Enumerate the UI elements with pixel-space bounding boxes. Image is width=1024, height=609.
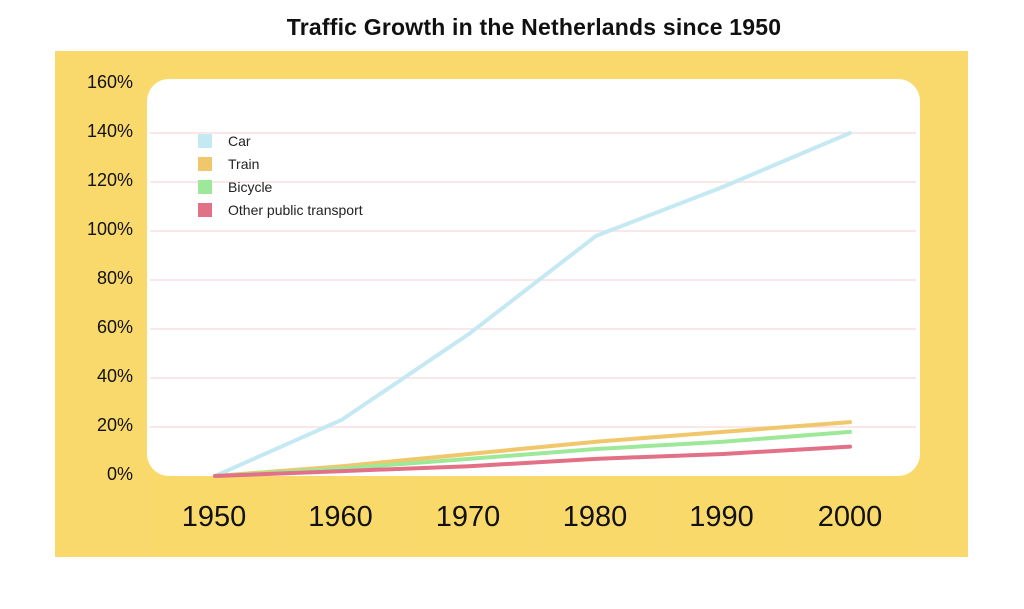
plot-area [147, 79, 920, 476]
y-tick-label: 40% [96, 366, 133, 386]
legend-label-bicycle: Bicycle [228, 178, 273, 195]
series-line-car [213, 131, 852, 478]
x-tick-label: 1990 [660, 478, 783, 556]
y-tick-label: 20% [96, 415, 133, 435]
x-tick-label: 1970 [406, 478, 530, 556]
series-line-other-public-transport [213, 444, 852, 478]
y-tick-label: 60% [96, 317, 133, 337]
legend-swatch-bicycle [198, 179, 212, 194]
y-tick-label: 0% [106, 464, 133, 484]
legend: Car Train Bicycle Other public transport [198, 129, 363, 221]
x-tick-label: 1950 [153, 478, 275, 556]
series-line-bicycle [213, 429, 852, 478]
legend-label-train: Train [228, 155, 260, 172]
legend-label-other-public-transport: Other public transport [228, 201, 363, 218]
legend-item-train: Train [198, 152, 363, 175]
series-line-train [213, 420, 852, 478]
y-tick-label: 100% [86, 219, 133, 239]
y-tick-label: 140% [86, 121, 133, 141]
y-tick-label: 80% [96, 268, 133, 288]
legend-item-bicycle: Bicycle [198, 175, 363, 198]
x-tick-label: 1980 [535, 478, 655, 556]
x-tick-label: 1960 [280, 478, 401, 556]
legend-label-car: Car [228, 132, 251, 149]
chart-title: Traffic Growth in the Netherlands since … [286, 14, 782, 40]
legend-item-car: Car [198, 129, 363, 152]
x-tick-label: 2000 [788, 478, 912, 556]
y-tick-label: 120% [86, 170, 133, 190]
legend-swatch-car [198, 133, 212, 148]
y-tick-label: 160% [86, 72, 133, 92]
legend-swatch-train [198, 156, 212, 171]
legend-swatch-other-public-transport [198, 202, 212, 217]
legend-item-other-public-transport: Other public transport [198, 198, 363, 221]
